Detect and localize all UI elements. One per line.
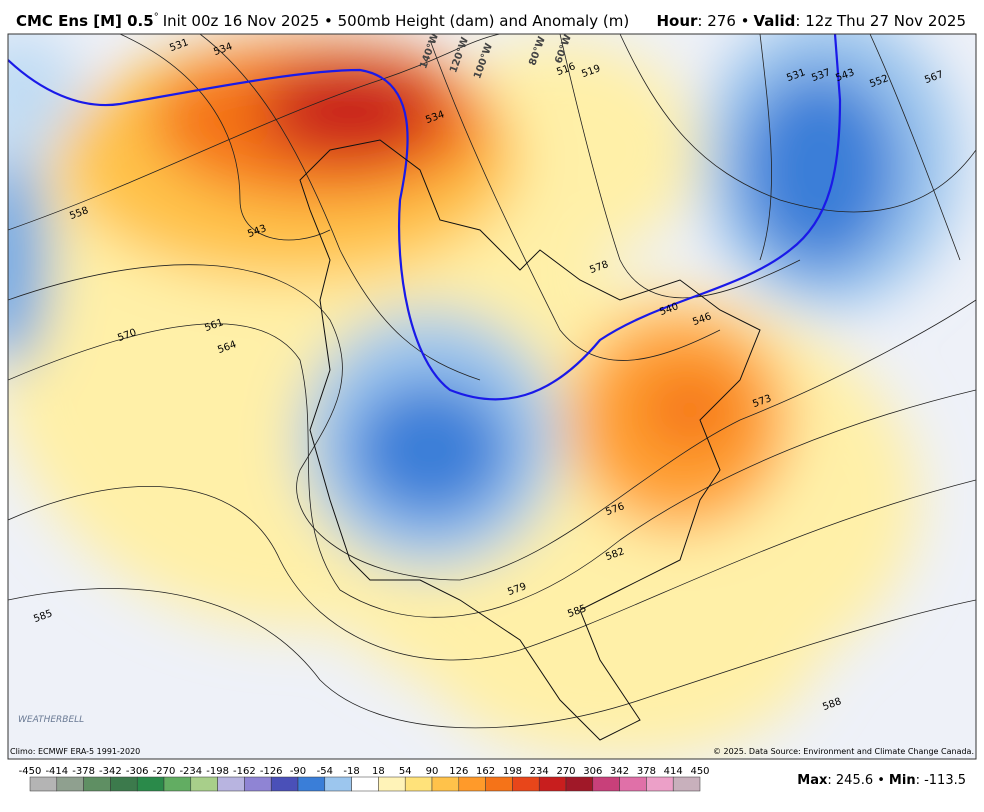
colorbar-tick: 126 <box>449 766 468 777</box>
colorbar-swatch <box>324 776 352 792</box>
copyright: © 2025. Data Source: Environment and Cli… <box>713 747 974 756</box>
colorbar-tick: 378 <box>637 766 656 777</box>
colorbar-swatch <box>270 776 299 792</box>
colorbar-swatch <box>378 776 406 792</box>
colorbar-tick: -342 <box>99 766 122 777</box>
colorbar-swatch <box>351 776 379 792</box>
colorbar-tick: 450 <box>690 766 709 777</box>
colorbar-swatch <box>619 776 647 792</box>
colorbar-tick: 162 <box>476 766 495 777</box>
valid-label: Valid <box>753 12 795 30</box>
contour-540 <box>8 34 842 401</box>
min-label: Min <box>889 773 916 788</box>
colorbar-swatch <box>592 776 620 792</box>
coastline <box>299 139 761 741</box>
min: : -113.5 <box>916 773 966 788</box>
colorbar-swatch <box>163 776 192 792</box>
colorbar-tick: 270 <box>556 766 575 777</box>
colorbar-tick: -378 <box>72 766 95 777</box>
degree: ° <box>154 12 159 23</box>
colorbar-swatch <box>110 776 138 792</box>
colorbar-swatch <box>646 776 674 792</box>
height-contours <box>8 34 976 729</box>
colorbar: -450 -414 -378 -342 -306 -270 -234 -198 -162 -126… <box>19 766 710 792</box>
colorbar-swatch <box>190 776 218 792</box>
hour-label: Hour <box>656 12 698 30</box>
colorbar-tick: -270 <box>153 766 176 777</box>
colorbar-tick: -198 <box>206 766 229 777</box>
model: CMC Ens [M] 0.5 <box>16 12 154 30</box>
colorbar-tick: 306 <box>583 766 602 777</box>
colorbar-swatch <box>672 776 701 792</box>
colorbar-swatch <box>458 776 486 792</box>
anomaly-field <box>8 34 960 759</box>
info: Init 00z 16 Nov 2025 • 500mb Height (dam… <box>163 12 629 30</box>
colorbar-tick: -414 <box>45 766 68 777</box>
colorbar-swatch <box>297 776 326 792</box>
max-label: Max <box>797 773 828 788</box>
colorbar-swatch <box>565 776 594 792</box>
colorbar-tick: -54 <box>317 766 333 777</box>
colorbar-swatch <box>56 776 84 792</box>
map-frame <box>7 33 977 760</box>
colorbar-tick: 342 <box>610 766 629 777</box>
colorbar-tick: -162 <box>233 766 256 777</box>
colorbar-tick: 90 <box>426 766 439 777</box>
logo: WEATHERBELL <box>18 715 84 725</box>
colorbar-swatch <box>431 776 460 792</box>
colorbar-tick: -126 <box>260 766 283 777</box>
colorbar-tick: 414 <box>664 766 683 777</box>
colorbar-tick: -90 <box>290 766 306 777</box>
colorbar-swatch <box>512 776 540 792</box>
colorbar-tick: 234 <box>530 766 549 777</box>
colorbar-swatch <box>217 776 245 792</box>
valid: : 12z Thu 27 Nov 2025 <box>795 12 966 30</box>
colorbar-swatch <box>29 776 58 792</box>
colorbar-swatch <box>485 776 513 792</box>
colorbar-tick: -450 <box>19 766 42 777</box>
colorbar-swatch <box>244 776 272 792</box>
hour: : 276 • <box>697 12 749 30</box>
colorbar-swatch <box>538 776 567 792</box>
map: 531 5345585435705615645855795825855885735… <box>8 34 976 759</box>
colorbar-tick: 18 <box>372 766 385 777</box>
colorbar-tick: -234 <box>179 766 202 777</box>
colorbar-swatch <box>83 776 111 792</box>
colorbar-tick: -18 <box>343 766 359 777</box>
max-min: Max: 245.6 • Min: -113.5 <box>797 773 966 788</box>
colorbar-swatch <box>404 776 433 792</box>
colorbar-tick: 198 <box>503 766 522 777</box>
climo: Climo: ECMWF ERA-5 1991-2020 <box>10 747 140 756</box>
max: : 245.6 • <box>827 773 885 788</box>
header-left: CMC Ens [M] 0.5° Init 00z 16 Nov 2025 • 5… <box>16 12 629 30</box>
header-right: Hour: 276 • Valid: 12z Thu 27 Nov 2025 <box>656 12 966 30</box>
colorbar-tick: -306 <box>126 766 149 777</box>
colorbar-swatch <box>136 776 165 792</box>
colorbar-tick: 54 <box>399 766 412 777</box>
